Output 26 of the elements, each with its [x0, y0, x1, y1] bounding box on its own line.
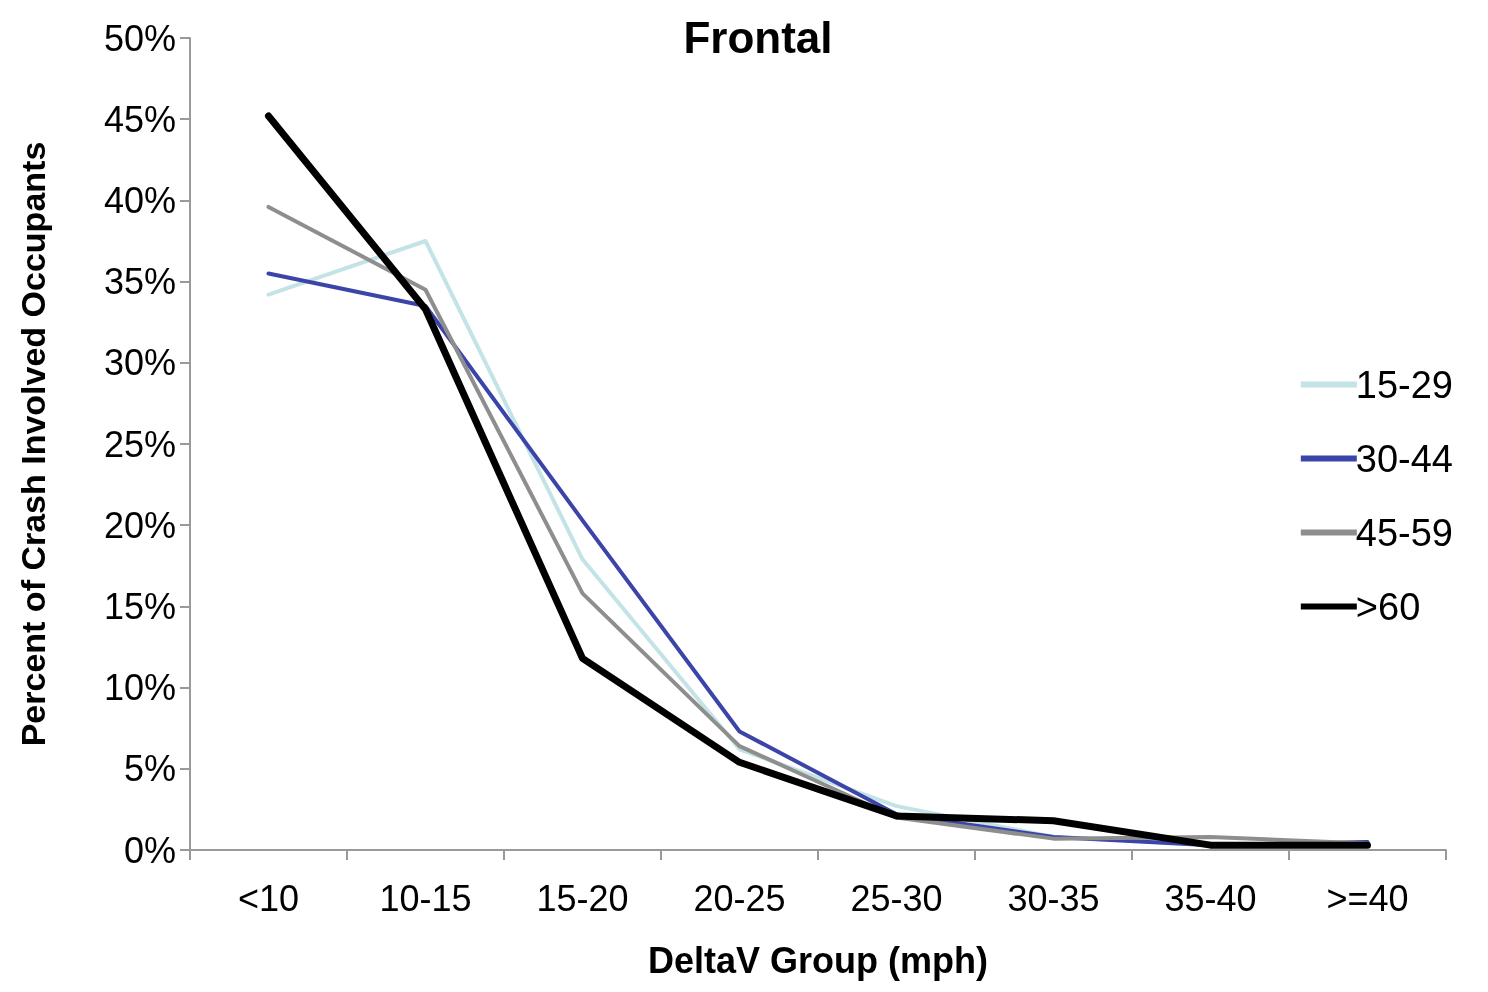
- legend-label: 30-44: [1355, 437, 1454, 480]
- y-tick-label: 5%: [123, 748, 176, 790]
- y-axis-title: Percent of Crash Involved Occupants: [14, 141, 52, 747]
- x-tick-label: <10: [237, 877, 300, 919]
- chart-title: Frontal: [683, 12, 833, 62]
- x-tick-label: 35-40: [1164, 877, 1257, 919]
- x-tick-label: 20-25: [693, 877, 786, 919]
- y-tick-label: 0%: [123, 829, 176, 871]
- x-tick-label: 15-20: [536, 877, 629, 919]
- legend-label: 45-59: [1355, 511, 1454, 554]
- y-tick-label: 20%: [103, 504, 176, 546]
- x-tick-label: 30-35: [1007, 877, 1100, 919]
- y-tick-label: 40%: [103, 179, 176, 221]
- legend-label: 15-29: [1355, 363, 1454, 406]
- y-tick-label: 45%: [103, 98, 176, 140]
- y-tick-label: 35%: [103, 261, 176, 303]
- x-tick-label: >=40: [1326, 877, 1409, 919]
- y-tick-label: 50%: [103, 17, 176, 59]
- y-tick-label: 15%: [103, 585, 176, 627]
- x-axis-title: DeltaV Group (mph): [648, 939, 988, 981]
- y-tick-label: 30%: [103, 342, 176, 384]
- x-tick-label: 25-30: [850, 877, 943, 919]
- y-tick-label: 25%: [103, 423, 176, 465]
- legend-label: >60: [1355, 585, 1421, 628]
- y-tick-label: 10%: [103, 667, 176, 709]
- x-tick-label: 10-15: [379, 877, 472, 919]
